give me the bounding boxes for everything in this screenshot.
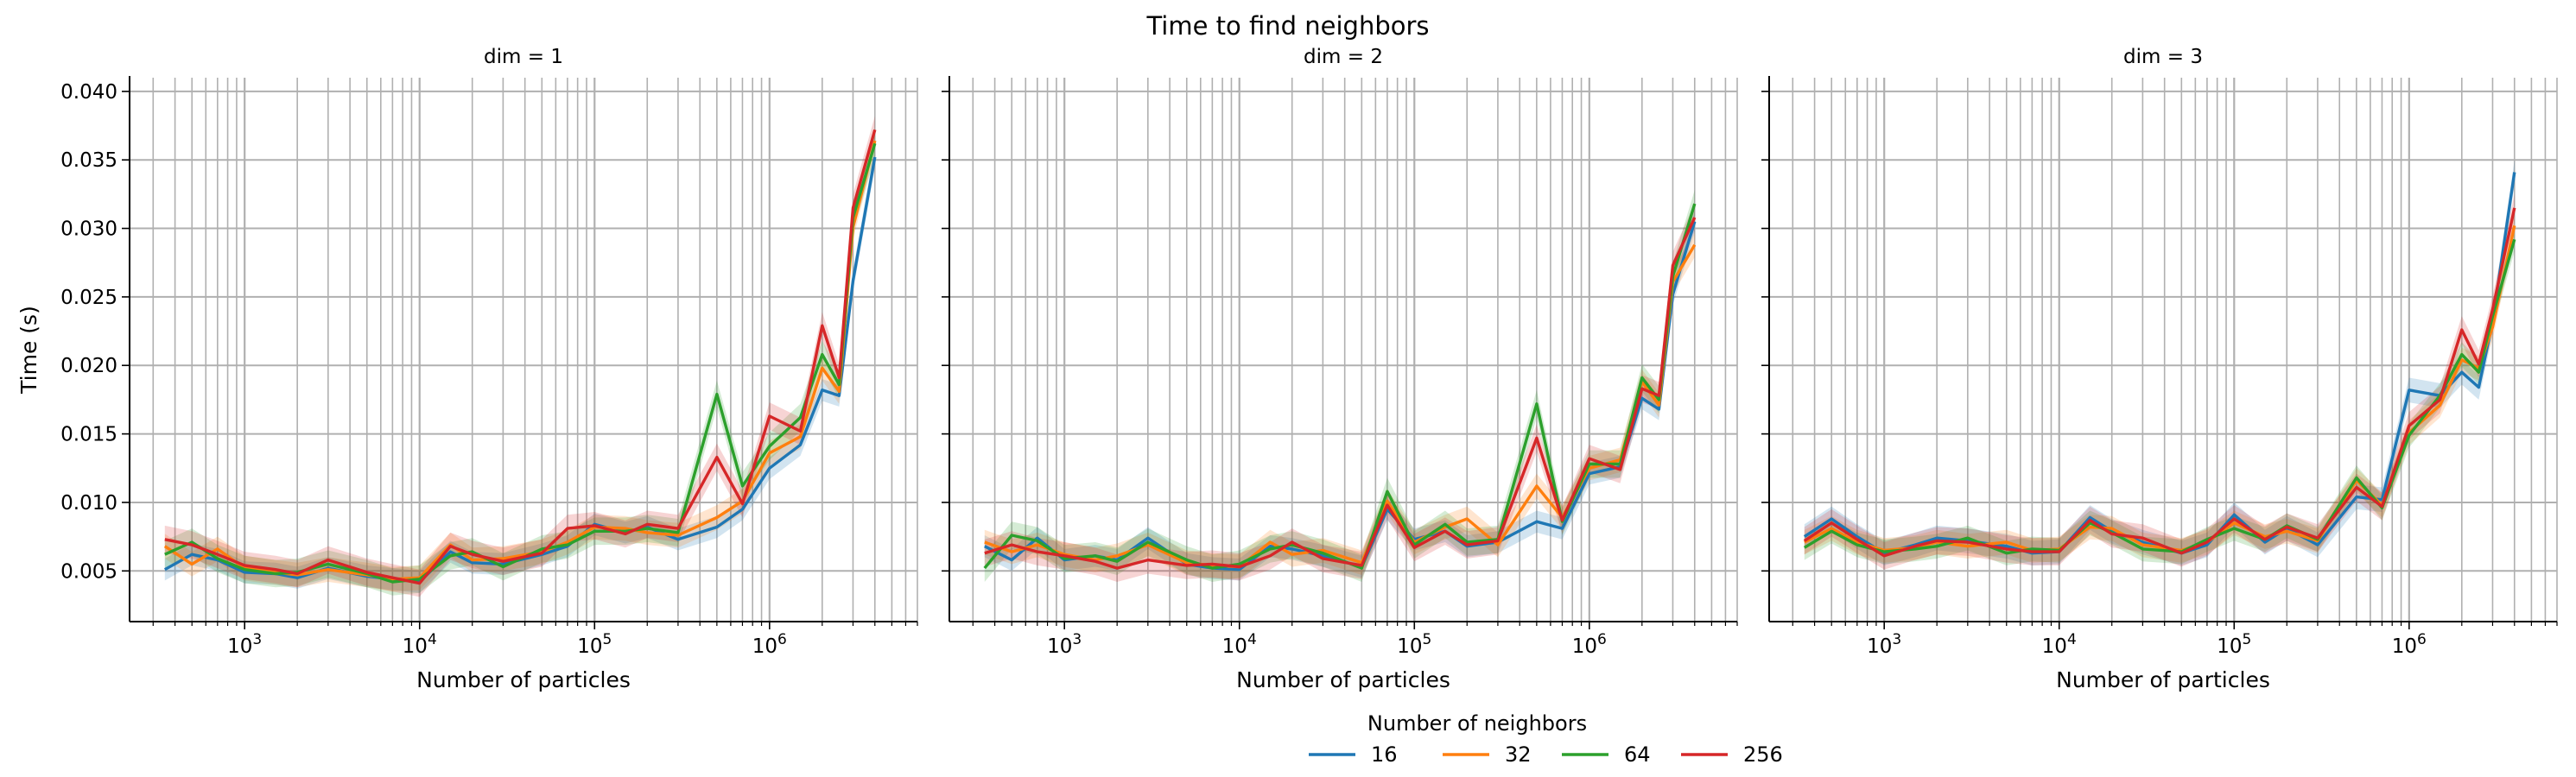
gridlines xyxy=(949,78,1738,622)
legend-label-256: 256 xyxy=(1743,742,1783,767)
series-line-256 xyxy=(164,129,877,585)
x-tick-label: 105 xyxy=(577,631,612,658)
legend-label-64: 64 xyxy=(1624,742,1651,767)
series-line-256 xyxy=(984,217,1697,570)
y-tick-label: 0.015 xyxy=(60,424,117,446)
series-line-16 xyxy=(984,221,1697,572)
gridlines xyxy=(130,78,918,622)
panel-title: dim = 2 xyxy=(1304,46,1383,68)
y-tick-label: 0.035 xyxy=(60,149,117,172)
ci-band-256 xyxy=(984,204,1695,582)
ci-band-64 xyxy=(164,130,875,596)
y-tick-label: 0.040 xyxy=(60,81,117,104)
ci-band-16 xyxy=(164,146,875,593)
series-line-32 xyxy=(163,140,877,581)
y-tick-label: 0.005 xyxy=(60,560,117,583)
ci-band-32 xyxy=(984,232,1695,579)
x-axis-label: Number of particles xyxy=(1236,667,1450,692)
legend-title: Number of neighbors xyxy=(1367,711,1587,736)
x-tick-label: 106 xyxy=(2392,631,2427,658)
y-tick-label: 0.010 xyxy=(60,492,117,515)
ci-band-16 xyxy=(984,210,1695,581)
x-tick-label: 103 xyxy=(1047,631,1082,658)
panels: 0.005 0.010 0.015 0.020 0.025 0.030 0.035 0.040… xyxy=(16,46,2558,692)
y-tick-label: 0.025 xyxy=(60,287,117,309)
panel-title: dim = 3 xyxy=(2123,46,2203,68)
ci-band-64 xyxy=(984,190,1695,582)
y-axis-label: Time (s) xyxy=(16,306,41,395)
series-line-16 xyxy=(163,156,877,584)
x-tick-label: 104 xyxy=(1222,631,1257,658)
series-line-256 xyxy=(1803,207,2516,558)
x-tick-label: 104 xyxy=(403,631,437,658)
legend-items: 16 32 64 256 xyxy=(1309,742,1783,767)
ci-band-32 xyxy=(164,128,875,592)
x-axis-label: Number of particles xyxy=(2056,667,2270,692)
legend-label-32: 32 xyxy=(1505,742,1532,767)
y-tick-label: 0.020 xyxy=(60,355,117,377)
panel-3: 103 104 105 106 dim = 3 Number of particles xyxy=(1761,46,2558,692)
x-axis-label: Number of particles xyxy=(416,667,631,692)
x-tick-label: 106 xyxy=(1572,631,1607,658)
series-line-64 xyxy=(983,203,1697,570)
x-tick-label: 105 xyxy=(1397,631,1431,658)
legend: Number of neighbors 16 32 64 256 xyxy=(1309,711,1783,767)
ci-band-16 xyxy=(1804,160,2515,565)
panel-2: 103 104 105 106 dim = 2 Number of particles xyxy=(942,46,1738,692)
series-line-16 xyxy=(1803,172,2516,555)
panel-1: 0.005 0.010 0.015 0.020 0.025 0.030 0.035 0.040… xyxy=(16,46,918,692)
gridlines xyxy=(1769,78,2558,622)
x-tick-label: 103 xyxy=(1867,631,1901,658)
x-tick-label: 104 xyxy=(2042,631,2077,658)
x-tick-label: 103 xyxy=(227,631,262,658)
x-tick-label: 106 xyxy=(752,631,787,658)
figure-title: Time to find neighbors xyxy=(1145,11,1429,41)
series-line-64 xyxy=(164,142,877,584)
y-tick-label: 0.030 xyxy=(60,218,117,241)
panel-title: dim = 1 xyxy=(484,46,563,68)
series-line-32 xyxy=(984,243,1697,569)
ci-band-256 xyxy=(1804,193,2515,570)
ci-band-256 xyxy=(164,116,875,597)
legend-label-16: 16 xyxy=(1371,742,1398,767)
x-tick-label: 105 xyxy=(2217,631,2251,658)
